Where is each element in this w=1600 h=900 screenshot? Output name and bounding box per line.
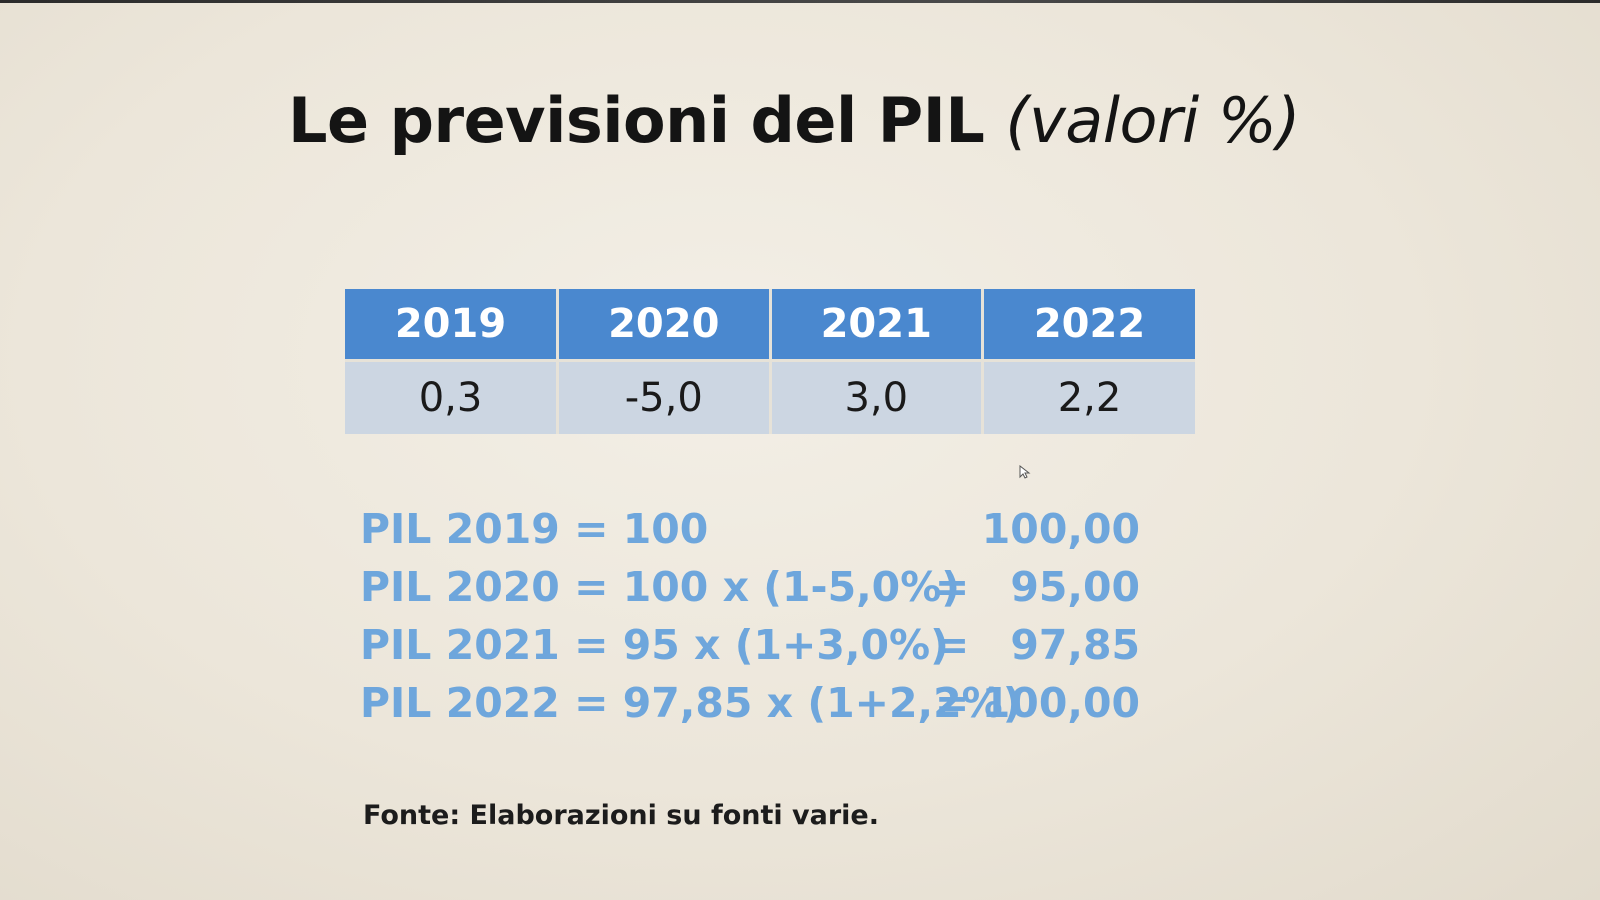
table-cell: 0,3	[345, 359, 559, 434]
table-row: 0,3 -5,0 3,0 2,2	[345, 359, 1195, 434]
gdp-calculation-block: PIL 2019 = 100 100,00 PIL 2020 = 100 x (…	[360, 500, 1140, 732]
calc-row: PIL 2019 = 100 100,00	[360, 500, 1140, 558]
calc-result: 100,00	[981, 505, 1140, 553]
table-header-cell: 2021	[770, 289, 984, 361]
calc-expression: PIL 2019 = 100	[360, 505, 709, 553]
gdp-forecast-table: 2019 2020 2021 2022 0,3 -5,0 3,0 2,2	[345, 289, 1195, 434]
cursor-arrow-icon	[1019, 465, 1031, 479]
table-cell: 2,2	[982, 359, 1195, 434]
calc-equals: =	[934, 679, 970, 727]
table-header-row: 2019 2020 2021 2022	[345, 289, 1195, 361]
calc-expression: PIL 2020 = 100 x (1-5,0%)	[360, 563, 961, 611]
calc-row: PIL 2022 = 97,85 x (1+2,2%) = 100,00	[360, 674, 1140, 732]
slide-title: Le previsioni del PIL (valori %)	[288, 84, 1300, 157]
screen-top-edge	[0, 0, 1600, 3]
calc-equals: =	[934, 621, 970, 669]
table-header-cell: 2019	[345, 289, 559, 361]
table-cell: -5,0	[557, 359, 772, 434]
calc-result: 95,00	[1010, 563, 1140, 611]
calc-row: PIL 2020 = 100 x (1-5,0%) = 95,00	[360, 558, 1140, 616]
table-header-cell: 2020	[557, 289, 772, 361]
calc-expression: PIL 2021 = 95 x (1+3,0%)	[360, 621, 949, 669]
table-cell: 3,0	[770, 359, 984, 434]
calc-row: PIL 2021 = 95 x (1+3,0%) = 97,85	[360, 616, 1140, 674]
slide-title-subtitle: (valori %)	[1005, 84, 1300, 157]
source-note: Fonte: Elaborazioni su fonti varie.	[363, 800, 879, 831]
table-header-cell: 2022	[982, 289, 1195, 361]
calc-result: 97,85	[1010, 621, 1140, 669]
calc-result: 100,00	[981, 679, 1140, 727]
slide-title-main: Le previsioni del PIL	[288, 84, 985, 157]
calc-expression: PIL 2022 = 97,85 x (1+2,2%)	[360, 679, 1022, 727]
calc-equals: =	[934, 563, 970, 611]
